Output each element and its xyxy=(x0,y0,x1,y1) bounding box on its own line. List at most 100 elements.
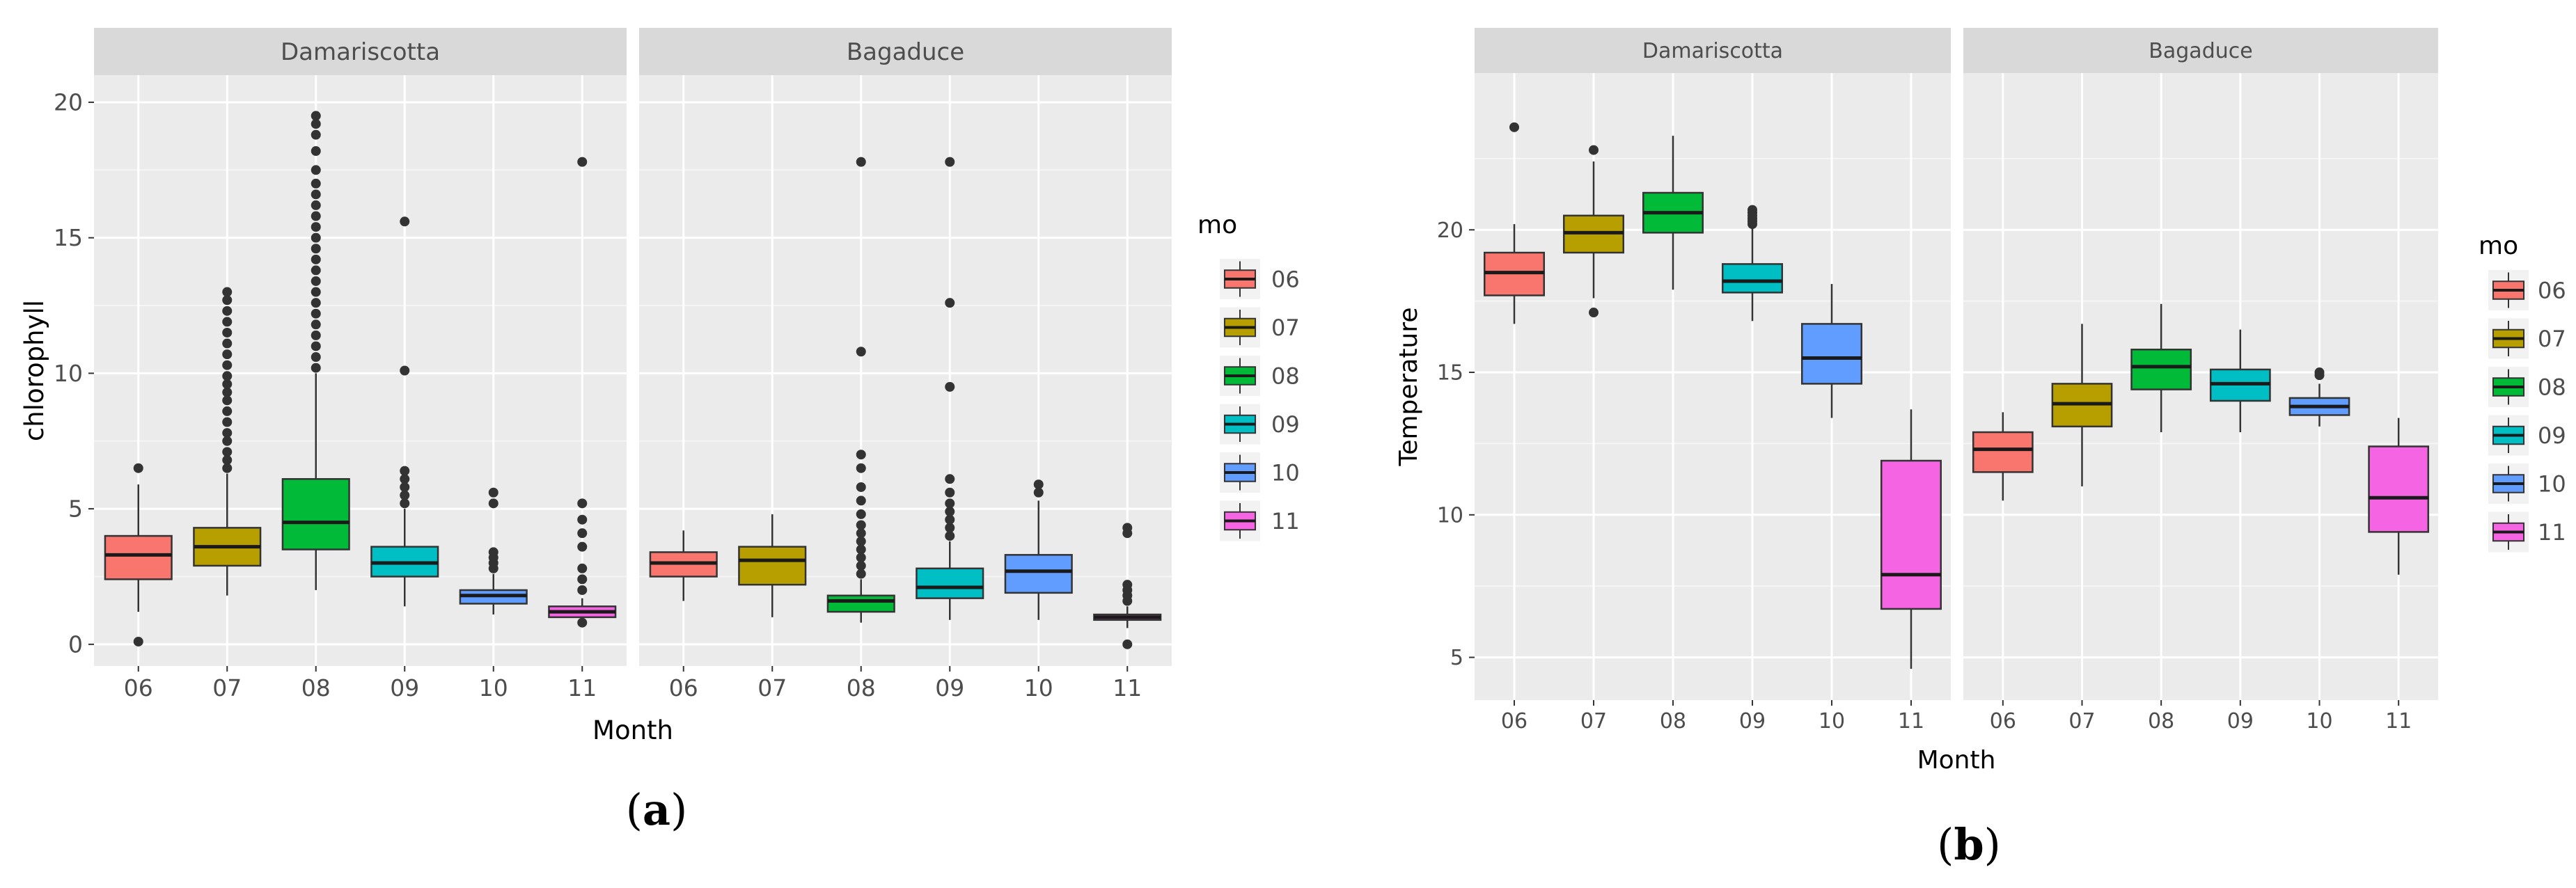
outlier-point xyxy=(222,387,233,397)
outlier-point xyxy=(311,129,321,140)
box-iqr xyxy=(1004,554,1073,594)
x-tick-label: 08 xyxy=(847,674,876,701)
x-tick-label: 11 xyxy=(2385,709,2412,734)
outlier-point xyxy=(856,520,866,530)
outlier-point xyxy=(1509,122,1519,132)
outlier-point xyxy=(311,232,321,243)
y-tick-label: 5 xyxy=(1450,646,1463,670)
outlier-point xyxy=(577,574,588,585)
outlier-point xyxy=(311,211,321,221)
legend-entry-label: 09 xyxy=(1271,411,1300,438)
outlier-point xyxy=(856,560,866,571)
outlier-point xyxy=(856,553,866,563)
box-11 xyxy=(548,157,617,628)
panel-background xyxy=(1963,73,2438,700)
outlier-point xyxy=(222,395,233,406)
outlier-point xyxy=(1033,487,1044,498)
x-tick-label: 06 xyxy=(1501,709,1527,734)
box-iqr xyxy=(1722,263,1783,294)
legend-entry-label: 10 xyxy=(2538,471,2566,498)
box-08 xyxy=(1642,136,1704,290)
y-tick-label: 15 xyxy=(54,224,83,251)
x-axis-title: Month xyxy=(592,715,673,745)
outlier-point xyxy=(222,327,233,338)
box-iqr xyxy=(1972,431,2034,473)
outlier-point xyxy=(945,474,955,484)
box-iqr xyxy=(1880,459,1942,610)
facet-strip-label: Bagaduce xyxy=(847,38,964,66)
outlier-point xyxy=(222,306,233,316)
box-07 xyxy=(738,514,807,617)
box-iqr xyxy=(738,546,807,586)
outlier-point xyxy=(1589,145,1599,155)
outlier-point xyxy=(856,482,866,492)
box-09 xyxy=(1722,205,1783,322)
x-tick-label: 06 xyxy=(124,674,153,701)
outlier-point xyxy=(1122,639,1133,649)
panel-background xyxy=(1475,73,1951,700)
x-tick-label: 07 xyxy=(757,674,787,701)
box-06 xyxy=(1484,122,1545,324)
legend-entry-label: 09 xyxy=(2538,422,2566,449)
outlier-point xyxy=(577,528,588,539)
box-11 xyxy=(1880,409,1942,669)
panel-a-damariscotta: Damariscotta 06 07 08 09 10 11 xyxy=(94,28,627,701)
x-tick-label: 09 xyxy=(2227,709,2254,734)
box-07 xyxy=(1563,145,1624,318)
x-tick-label: 08 xyxy=(1660,709,1686,734)
legend-entry-label: 06 xyxy=(1271,267,1300,293)
outlier-point xyxy=(222,428,233,438)
outlier-point xyxy=(1122,523,1133,533)
outlier-point xyxy=(311,178,321,189)
x-tick-label: 10 xyxy=(479,674,508,701)
outlier-point xyxy=(400,216,410,227)
y-tick-label: 20 xyxy=(1437,219,1463,243)
outlier-point xyxy=(945,507,955,517)
box-08 xyxy=(826,157,895,623)
legend-a: mo 06 07 08 09 10 11 xyxy=(1197,211,1300,541)
box-08 xyxy=(281,111,350,590)
outlier-point xyxy=(311,287,321,297)
outlier-point xyxy=(577,541,588,552)
outlier-point xyxy=(311,363,321,373)
panel-background xyxy=(94,75,627,666)
outlier-point xyxy=(311,119,321,129)
y-tick-label: 0 xyxy=(68,631,83,658)
box-iqr xyxy=(826,594,895,613)
facet-strip-label: Damariscotta xyxy=(1642,39,1783,63)
legend-entry-label: 08 xyxy=(2538,374,2566,401)
outlier-point xyxy=(1748,205,1757,215)
outlier-point xyxy=(577,617,588,628)
outlier-point xyxy=(311,352,321,363)
outlier-point xyxy=(400,365,410,376)
facet-strip xyxy=(639,28,1172,75)
x-tick-label: 09 xyxy=(1739,709,1766,734)
legend-title: mo xyxy=(2479,232,2518,260)
outlier-point xyxy=(945,381,955,392)
outlier-point xyxy=(400,498,410,509)
outlier-point xyxy=(311,244,321,254)
y-tick-label: 5 xyxy=(68,495,83,523)
outlier-point xyxy=(577,157,588,167)
outlier-point xyxy=(577,514,588,525)
outlier-point xyxy=(856,509,866,519)
x-tick-label: 09 xyxy=(390,674,419,701)
outlier-point xyxy=(945,487,955,498)
box-10 xyxy=(1004,479,1073,620)
outlier-point xyxy=(222,406,233,416)
y-axis-title: Temperature xyxy=(1395,307,1423,466)
box-10 xyxy=(2288,367,2350,427)
x-tick-label: 10 xyxy=(2306,709,2332,734)
outlier-point xyxy=(488,498,498,509)
facet-strip xyxy=(94,28,627,75)
panel-b-bagaduce: Bagaduce 06 07 08 09 10 11 xyxy=(1963,28,2438,734)
outlier-point xyxy=(577,563,588,573)
box-09 xyxy=(2209,329,2271,433)
figure-label-b: (b) xyxy=(1937,819,2001,870)
outlier-point xyxy=(945,157,955,167)
outlier-point xyxy=(222,287,233,297)
legend-entry-label: 10 xyxy=(1271,460,1300,486)
panel-a-bagaduce: Bagaduce 06 07 08 09 10 11 xyxy=(639,28,1172,701)
box-06 xyxy=(649,530,718,601)
